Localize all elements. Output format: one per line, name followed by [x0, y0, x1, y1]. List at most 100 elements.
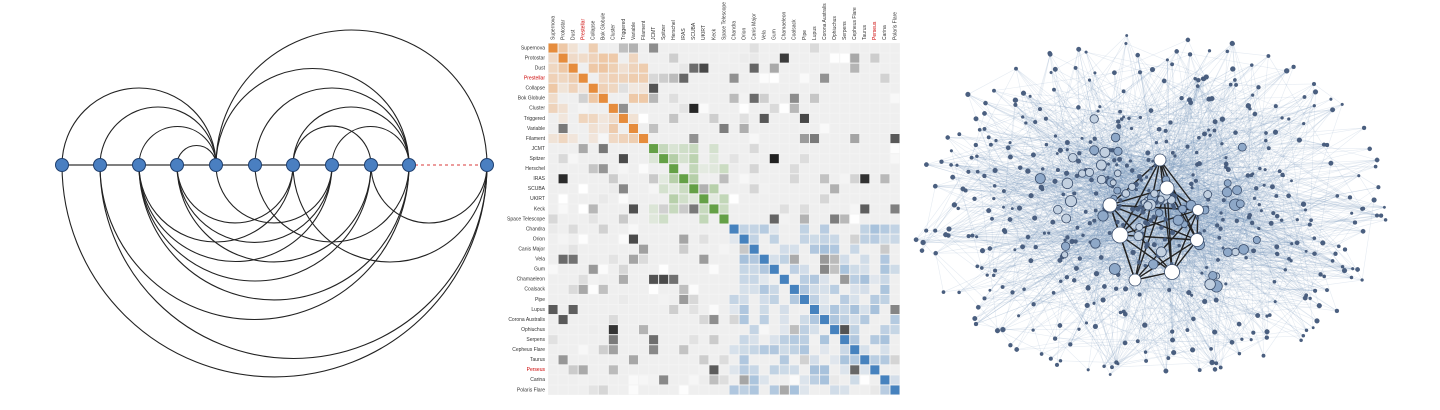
matrix-cell: [709, 365, 718, 374]
graph-node: [1186, 290, 1191, 295]
matrix-cell: [820, 305, 829, 314]
matrix-cell: [790, 94, 799, 103]
matrix-cell: [559, 345, 568, 354]
matrix-cell: [790, 74, 799, 83]
matrix-cell: [579, 305, 588, 314]
row-label: UKIRT: [530, 196, 545, 202]
matrix-cell: [649, 154, 658, 163]
matrix-cell: [669, 164, 678, 173]
graph-node: [1094, 72, 1097, 75]
matrix-cell: [659, 204, 668, 213]
matrix-cell: [709, 285, 718, 294]
matrix-cell: [709, 54, 718, 63]
matrix-cell: [870, 385, 879, 394]
graph-node: [1164, 129, 1168, 133]
matrix-cell: [629, 134, 638, 143]
matrix-cell: [820, 315, 829, 324]
matrix-cell: [840, 174, 849, 183]
graph-node: [1054, 205, 1063, 214]
matrix-cell: [619, 345, 628, 354]
row-label: Filament: [526, 136, 546, 142]
matrix-cell: [820, 64, 829, 73]
matrix-cell: [870, 355, 879, 364]
graph-node: [1271, 211, 1275, 215]
matrix-cell: [780, 174, 789, 183]
matrix-cell: [790, 124, 799, 133]
matrix-cell: [890, 385, 899, 394]
matrix-cell: [810, 84, 819, 93]
graph-node: [1270, 185, 1275, 190]
matrix-cell: [669, 335, 678, 344]
graph-node: [1287, 118, 1290, 121]
matrix-cell: [609, 134, 618, 143]
matrix-cell: [709, 174, 718, 183]
column-label: Triggered: [621, 19, 627, 40]
matrix-cell: [730, 194, 739, 203]
graph-node: [1274, 300, 1277, 303]
matrix-cell: [709, 315, 718, 324]
matrix-cell: [730, 44, 739, 53]
matrix-cell: [770, 204, 779, 213]
matrix-cell: [860, 84, 869, 93]
graph-node: [1172, 206, 1176, 210]
matrix-cell: [699, 375, 708, 384]
graph-node: [1357, 174, 1360, 177]
matrix-cell: [880, 64, 889, 73]
matrix-cell: [679, 74, 688, 83]
matrix-cell: [609, 285, 618, 294]
matrix-cell: [549, 295, 558, 304]
graph-node: [1222, 198, 1226, 202]
graph-node: [1001, 285, 1005, 289]
matrix-cell: [649, 245, 658, 254]
graph-node: [1008, 343, 1012, 347]
graph-node: [1097, 110, 1100, 113]
matrix-cell: [850, 365, 859, 374]
matrix-cell: [599, 285, 608, 294]
matrix-cell: [770, 285, 779, 294]
graph-node: [1115, 361, 1118, 364]
graph-node: [1062, 214, 1071, 223]
matrix-cell: [750, 225, 759, 234]
matrix-cell: [820, 235, 829, 244]
matrix-cell: [780, 64, 789, 73]
graph-node: [1383, 206, 1386, 209]
graph-node: [1056, 152, 1059, 155]
matrix-cell: [619, 54, 628, 63]
matrix-cell: [770, 134, 779, 143]
matrix-cell: [599, 355, 608, 364]
graph-node: [1167, 288, 1171, 292]
matrix-cell: [880, 305, 889, 314]
matrix-cell: [549, 44, 558, 53]
matrix-cell: [589, 355, 598, 364]
matrix-cell: [760, 154, 769, 163]
matrix-cell: [689, 245, 698, 254]
matrix-cell: [850, 64, 859, 73]
matrix-cell: [770, 245, 779, 254]
matrix-cell: [609, 315, 618, 324]
matrix-cell: [810, 194, 819, 203]
graph-node: [1136, 224, 1143, 231]
matrix-cell: [860, 285, 869, 294]
matrix-cell: [589, 64, 598, 73]
matrix-cell: [870, 134, 879, 143]
graph-node: [986, 274, 989, 277]
matrix-cell: [750, 154, 759, 163]
graph-node: [1362, 126, 1366, 130]
graph-node: [1147, 189, 1150, 192]
matrix-cell: [689, 174, 698, 183]
matrix-cell: [679, 225, 688, 234]
graph-node: [993, 168, 998, 173]
matrix-cell: [860, 144, 869, 153]
graph-node: [934, 251, 938, 255]
column-label: Prestellar: [581, 19, 587, 40]
matrix-cell: [730, 104, 739, 113]
matrix-cell: [740, 114, 749, 123]
matrix-cell: [800, 365, 809, 374]
graph-node: [1317, 303, 1322, 308]
graph-node: [1313, 289, 1317, 293]
matrix-cell: [709, 335, 718, 344]
matrix-cell: [569, 245, 578, 254]
matrix-cell: [860, 295, 869, 304]
matrix-cell: [639, 194, 648, 203]
matrix-cell: [880, 225, 889, 234]
